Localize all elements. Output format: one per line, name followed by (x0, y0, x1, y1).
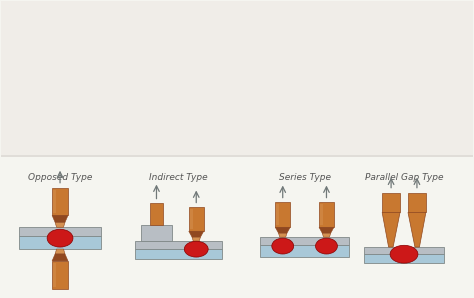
Bar (260, 237, 349, 246)
Polygon shape (192, 237, 201, 241)
Ellipse shape (390, 245, 418, 263)
Bar (135, 241, 222, 249)
Polygon shape (55, 249, 65, 254)
Bar (364, 247, 444, 254)
Polygon shape (279, 233, 287, 237)
Bar (319, 203, 334, 227)
Polygon shape (275, 227, 290, 233)
Ellipse shape (184, 241, 208, 257)
Bar (408, 193, 426, 212)
Bar (1, 155, 473, 157)
Text: Series Type: Series Type (279, 173, 330, 182)
Polygon shape (52, 215, 68, 223)
Bar (19, 227, 101, 236)
Bar (276, 204, 279, 225)
Bar (135, 249, 222, 259)
Bar (19, 236, 101, 249)
Polygon shape (408, 212, 426, 247)
Ellipse shape (47, 229, 73, 247)
Polygon shape (52, 254, 68, 261)
Text: Indirect Type: Indirect Type (149, 173, 208, 182)
Bar (141, 225, 173, 241)
Bar (382, 193, 400, 212)
Bar (53, 190, 56, 213)
Polygon shape (319, 227, 334, 233)
Bar (1, 1, 473, 155)
Polygon shape (189, 231, 204, 237)
Bar (190, 209, 193, 229)
Text: Parallel Gap Type: Parallel Gap Type (365, 173, 443, 182)
Bar (364, 254, 444, 263)
Polygon shape (382, 212, 400, 247)
Bar (275, 203, 290, 227)
Bar (52, 261, 68, 289)
Bar (53, 263, 56, 287)
Ellipse shape (272, 238, 294, 254)
Bar (149, 204, 164, 225)
Bar (320, 204, 323, 225)
Polygon shape (322, 233, 331, 237)
Bar (260, 246, 349, 257)
Polygon shape (55, 223, 65, 227)
Text: Opposed Type: Opposed Type (28, 173, 92, 182)
Bar (189, 207, 204, 231)
Ellipse shape (316, 238, 337, 254)
Bar (52, 188, 68, 215)
